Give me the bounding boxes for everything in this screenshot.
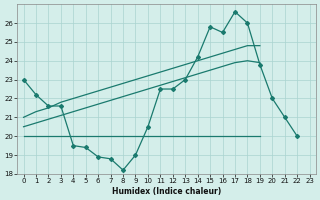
X-axis label: Humidex (Indice chaleur): Humidex (Indice chaleur) (112, 187, 221, 196)
